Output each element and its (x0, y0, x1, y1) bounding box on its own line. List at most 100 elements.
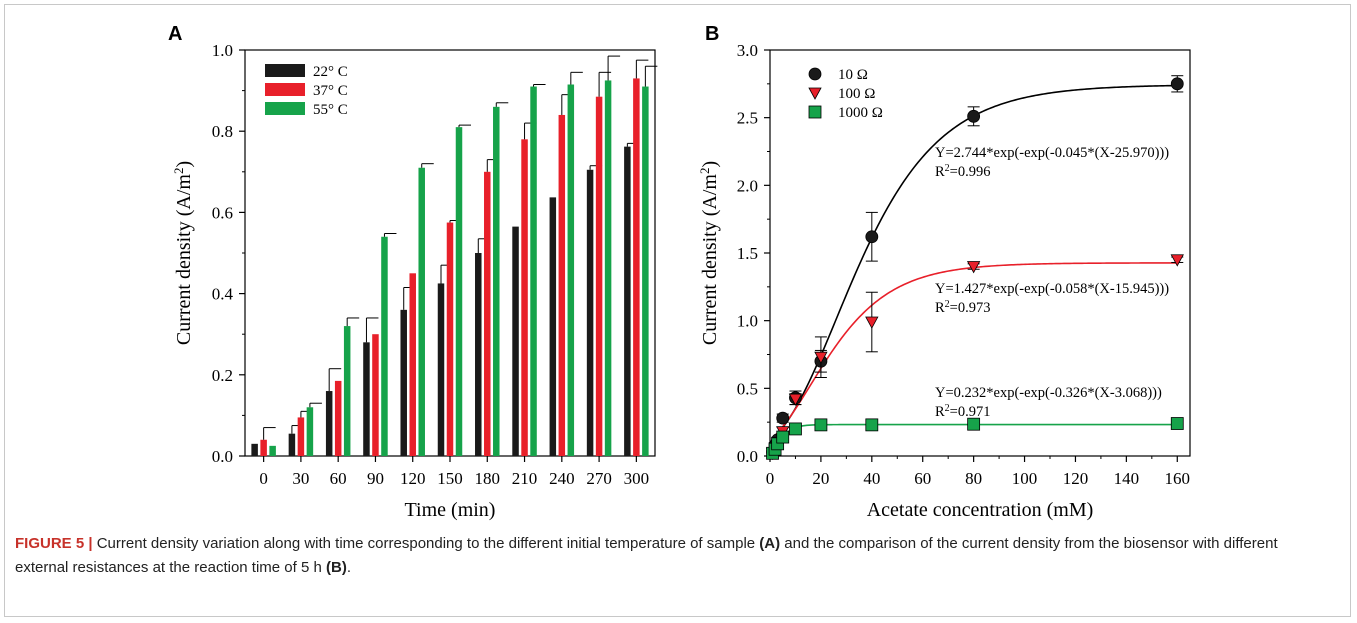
panel-a: A 0.0 0.2 0.4 0.6 0.8 1.0 0 30 60 90 120 150 180 210 24… (168, 23, 658, 521)
panel-b-legend-label: 10 Ω (838, 67, 868, 83)
figure-frame (4, 4, 1351, 617)
panel-b-xtick-label: 0 (766, 469, 775, 488)
panel-b-point (1170, 77, 1184, 91)
panel-a-legend-label: 55° C (313, 102, 348, 118)
panel-b-fit-r2-sup: 2 (945, 163, 950, 174)
panel-b-fit-r2: R2=0.973 (935, 299, 990, 317)
panel-a-ytick-label: 0.4 (212, 285, 234, 304)
panel-a-bar (586, 169, 594, 456)
panel-a-label: A (168, 23, 182, 45)
panel-a-bar (558, 114, 566, 457)
panel-a-bar (604, 80, 612, 456)
panel-a-xtick-label: 60 (330, 469, 347, 488)
panel-b-point (776, 430, 790, 444)
panel-b-fit-r2: R2=0.996 (935, 163, 990, 181)
panel-b-fit-r2-label: R (935, 164, 945, 180)
panel-b-ylabel-main: Current density (A/m (699, 174, 721, 346)
panel-b-fit-r2: R2=0.971 (935, 403, 990, 421)
panel-a-bar (455, 127, 463, 456)
panel-a-bar (567, 84, 575, 456)
figure-caption: FIGURE 5 | Current density variation alo… (15, 532, 1335, 580)
panel-b-xtick-label: 40 (863, 469, 880, 488)
panel-b-xtick-label: 80 (965, 469, 982, 488)
panel-a-ylabel: Current density (A/m2) (171, 161, 196, 345)
caption-ref-b: (B) (326, 559, 347, 576)
panel-b-xtick-label: 100 (1012, 469, 1038, 488)
panel-a-legend-swatch (265, 83, 305, 96)
panel-b-point (865, 230, 879, 244)
panel-a-ytick-label: 0.0 (212, 447, 233, 466)
panel-b-ylabel: Current density (A/m2) (697, 161, 722, 345)
panel-a-bar (521, 139, 528, 456)
panel-a-bar (624, 146, 631, 457)
panel-a-xtick-label: 120 (400, 469, 426, 488)
panel-b-point (966, 261, 981, 274)
panel-a-bar (372, 334, 379, 456)
panel-a-xtick-label: 240 (549, 469, 575, 488)
panel-a-ylabel-end: ) (173, 161, 195, 168)
panel-a-legend-swatch (265, 102, 305, 115)
caption-text-3: . (346, 559, 351, 576)
panel-a-bar (549, 197, 557, 457)
panel-a-ylabel-main: Current density (A/m (173, 174, 195, 346)
panel-a-bar (437, 283, 445, 456)
panel-b-ytick-label: 3.0 (737, 41, 758, 60)
panel-b-fit-r2-value: =0.996 (950, 164, 991, 180)
panel-b-fit-r2-sup: 2 (945, 299, 950, 310)
panel-a-xtick-label: 180 (475, 469, 501, 488)
panel-a-legend-label: 37° C (313, 83, 348, 99)
panel-a-bar (418, 167, 425, 457)
panel-b-point (788, 393, 803, 406)
panel-a-legend-swatch (265, 64, 305, 77)
panel-b-point (967, 109, 981, 123)
panel-b-fit-r2-label: R (935, 404, 945, 420)
caption-text-2: and the comparison of the current densit… (15, 535, 1278, 576)
panel-b-point (967, 417, 981, 431)
caption-ref-a: (A) (759, 535, 781, 552)
panel-a-bar (493, 106, 500, 456)
panel-b-fit-r2-value: =0.971 (950, 404, 991, 420)
panel-a-xtick-label: 150 (437, 469, 463, 488)
panel-b-xtick-label: 60 (914, 469, 931, 488)
panel-a-xtick-label: 210 (512, 469, 538, 488)
panel-b-legend-marker (808, 87, 822, 100)
panel-a-bar (363, 342, 370, 456)
panel-a-bar (642, 86, 649, 456)
panel-b-point (1170, 417, 1184, 430)
panel-b-ytick-label: 2.0 (737, 176, 758, 195)
panel-b-ytick-label: 1.5 (737, 244, 758, 263)
caption-label: FIGURE 5 | (15, 535, 93, 552)
panel-a-bar (306, 407, 314, 456)
panel-a-bar (475, 253, 482, 456)
panel-b-point (865, 316, 879, 329)
panel-b-legend-label: 1000 Ω (838, 105, 883, 121)
panel-b-xtick-label: 140 (1114, 469, 1140, 488)
panel-b-xtick-label: 20 (812, 469, 829, 488)
panel-b-legend-marker (808, 105, 822, 119)
panel-a-xtick-label: 300 (624, 469, 650, 488)
panel-a-bar (400, 309, 407, 456)
panel-b-ylabel-end: ) (699, 161, 721, 168)
panel-b-point (789, 422, 802, 436)
panel-a-ytick-label: 0.2 (212, 366, 233, 385)
panel-a-xtick-label: 90 (367, 469, 384, 488)
panel-a-legend-label: 22° C (313, 64, 348, 80)
panel-a-ytick-label: 0.8 (212, 122, 233, 141)
panel-a-bar (334, 380, 342, 456)
panel-b-fit-equation: Y=0.232*exp(-exp(-0.326*(X-3.068))) (935, 385, 1162, 401)
panel-a-bar (530, 86, 537, 456)
panel-b-ylabel-sup: 2 (697, 168, 712, 175)
panel-a-bar (484, 171, 491, 457)
panel-a-bar (297, 417, 305, 456)
panel-b-xtick-label: 120 (1063, 469, 1089, 488)
panel-b-ytick-label: 0.0 (737, 447, 758, 466)
panel-a-xtick-label: 0 (259, 469, 268, 488)
panel-a-ylabel-sup: 2 (171, 168, 186, 175)
panel-b-ytick-label: 0.5 (737, 379, 758, 398)
panel-a-ytick-label: 0.6 (212, 203, 233, 222)
panel-a-bar (409, 273, 416, 456)
panel-a-bar (595, 96, 603, 456)
panel-b-legend-label: 100 Ω (838, 86, 875, 102)
panel-a-bar (381, 236, 388, 456)
panel-a-xtick-label: 270 (586, 469, 612, 488)
